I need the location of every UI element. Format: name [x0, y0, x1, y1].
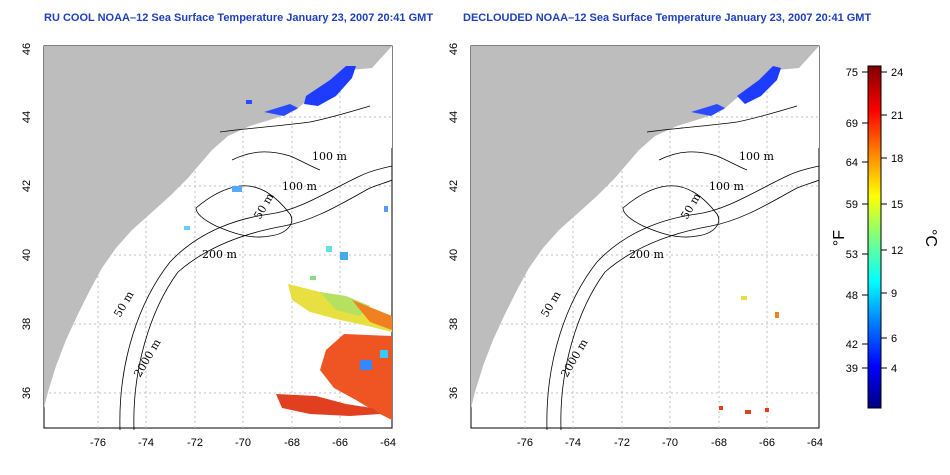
x-tick-right: -76 [517, 437, 533, 449]
right-sst-pixels [691, 66, 781, 414]
c-tick-label: 12 [891, 245, 903, 257]
x-tick-left: -74 [138, 437, 154, 449]
contour-label-100m-b: 100 m [282, 180, 317, 193]
y-tick-left: 38 [21, 318, 33, 330]
y-tick-left: 44 [21, 111, 33, 123]
f-tick-label: 53 [846, 249, 858, 261]
x-tick-left: -66 [332, 437, 348, 449]
colorbar-fahrenheit-ticks: 75 69 64 59 53 48 42 39 [846, 67, 868, 375]
x-tick-right: -68 [711, 437, 727, 449]
y-tick-right: 38 [448, 318, 460, 330]
c-tick-label: 9 [891, 288, 897, 300]
left-map-panel: 100 m 100 m 50 m 200 m 50 m 2000 m [21, 43, 396, 449]
left-isobaths [119, 105, 393, 431]
x-tick-left: -70 [235, 437, 251, 449]
right-isobaths [546, 105, 820, 431]
right-y-ticks: 46 44 42 40 38 36 [448, 43, 460, 399]
fahrenheit-unit-label: °F [831, 230, 848, 246]
x-tick-right: -74 [565, 437, 581, 449]
right-map-panel: 100 m 100 m 50 m 200 m 50 m 2000 m -76 -… [448, 43, 823, 449]
contour-label-100m-a: 100 m [739, 150, 774, 163]
left-grid [44, 46, 392, 428]
colorbar: 75 69 64 59 53 48 42 39 24 21 18 15 12 9… [831, 65, 939, 409]
f-tick-label: 69 [846, 118, 858, 130]
x-tick-left: -64 [380, 437, 396, 449]
f-tick-label: 48 [846, 290, 858, 302]
x-tick-right: -70 [662, 437, 678, 449]
y-tick-left: 42 [21, 180, 33, 192]
f-tick-label: 39 [846, 363, 858, 375]
c-tick-label: 21 [891, 110, 903, 122]
colorbar-gradient [867, 65, 882, 409]
contour-label-100m-b: 100 m [709, 180, 744, 193]
left-x-ticks: -76 -74 -72 -70 -68 -66 -64 [90, 437, 396, 449]
c-tick-label: 15 [891, 199, 903, 211]
f-tick-label: 59 [846, 199, 858, 211]
colorbar-celsius-ticks: 24 21 18 15 12 9 6 4 [881, 67, 903, 375]
contour-label-200m: 200 m [629, 248, 664, 261]
y-tick-right: 40 [448, 249, 460, 261]
f-tick-label: 64 [846, 157, 858, 169]
left-panel-title: RU COOL NOAA–12 Sea Surface Temperature … [44, 12, 434, 24]
x-tick-right: -72 [614, 437, 630, 449]
right-panel-title: DECLOUDED NOAA–12 Sea Surface Temperatur… [463, 12, 872, 24]
y-tick-left: 40 [21, 249, 33, 261]
celsius-unit-label: °C [922, 229, 939, 247]
left-sst-pixels [184, 66, 392, 420]
contour-label-200m: 200 m [202, 248, 237, 261]
y-tick-left: 46 [21, 43, 33, 55]
contour-label-100m-a: 100 m [312, 150, 347, 163]
x-tick-right: -66 [759, 437, 775, 449]
y-tick-right: 42 [448, 180, 460, 192]
x-tick-left: -72 [187, 437, 203, 449]
y-tick-right: 44 [448, 111, 460, 123]
left-y-ticks: 46 44 42 40 38 36 [21, 43, 33, 399]
y-tick-right: 36 [448, 387, 460, 399]
x-tick-left: -68 [284, 437, 300, 449]
y-tick-right: 46 [448, 43, 460, 55]
c-tick-label: 18 [891, 153, 903, 165]
left-land-mass [44, 46, 392, 408]
right-land-mass [471, 46, 819, 408]
y-tick-left: 36 [21, 387, 33, 399]
c-tick-label: 24 [891, 67, 903, 79]
right-grid [471, 46, 819, 428]
c-tick-label: 6 [891, 333, 897, 345]
f-tick-label: 42 [846, 339, 858, 351]
right-x-ticks: -76 -74 -72 -70 -68 -66 -64 [517, 437, 823, 449]
f-tick-label: 75 [846, 67, 858, 79]
c-tick-label: 4 [891, 363, 897, 375]
x-tick-left: -76 [90, 437, 106, 449]
x-tick-right: -64 [807, 437, 823, 449]
